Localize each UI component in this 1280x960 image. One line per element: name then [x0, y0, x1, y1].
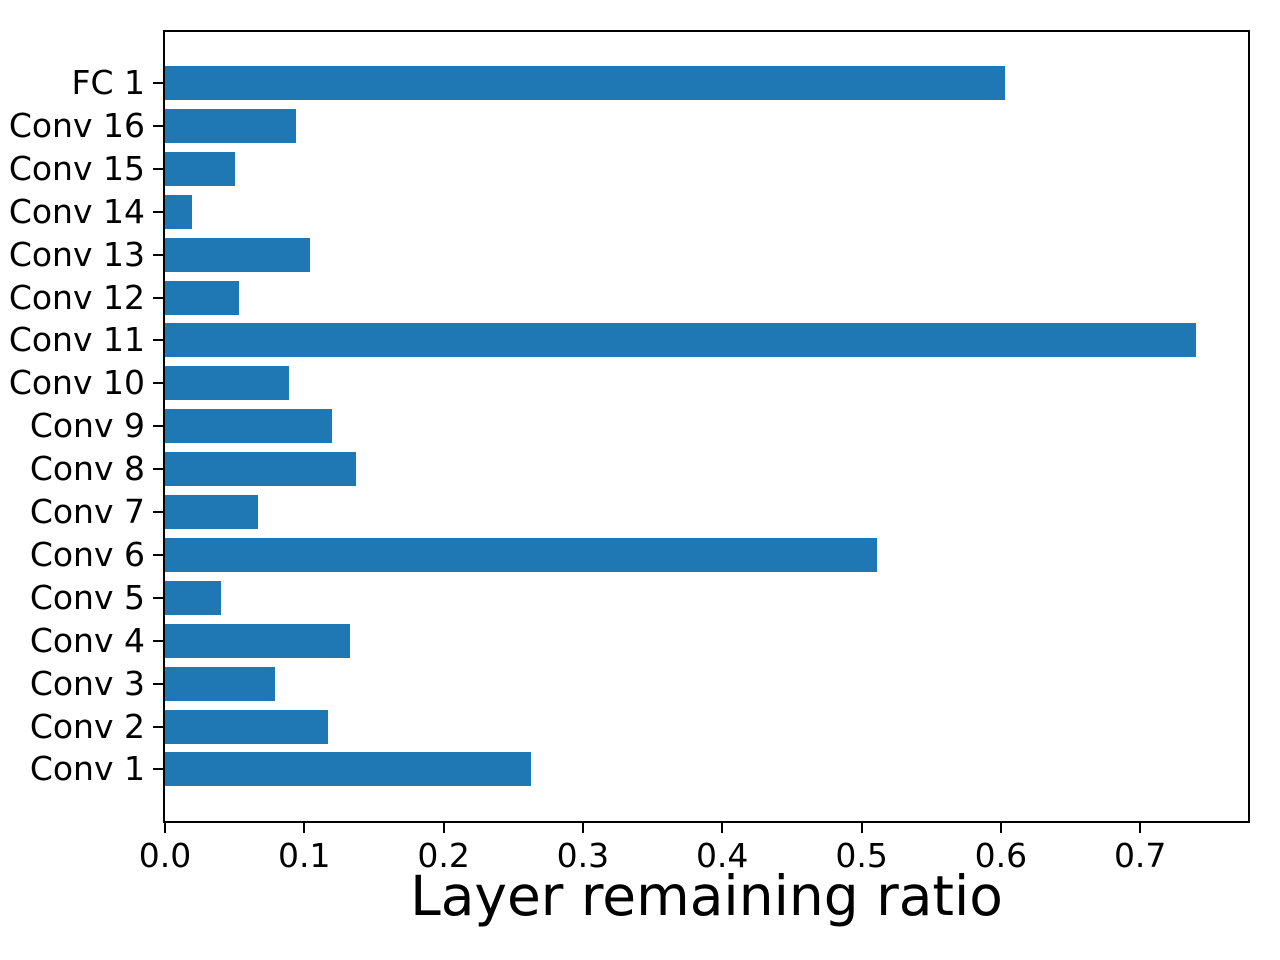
y-tick-label: Conv 7 — [29, 492, 145, 531]
bar-conv-15 — [165, 151, 235, 186]
y-tick-label: Conv 6 — [29, 534, 145, 574]
y-tick-label: Conv 2 — [29, 706, 145, 746]
y-tick — [153, 167, 163, 170]
x-tick — [442, 823, 445, 833]
x-tick — [303, 823, 306, 833]
y-tick — [153, 596, 163, 599]
bar-conv-10 — [165, 366, 289, 401]
bar-conv-2 — [165, 709, 328, 744]
y-tick-label: Conv 3 — [29, 663, 145, 703]
y-tick — [153, 82, 163, 84]
y-tick — [153, 253, 163, 256]
y-tick-label: Conv 4 — [29, 620, 145, 660]
y-tick — [153, 425, 163, 428]
x-tick — [164, 823, 166, 833]
bar-conv-1 — [165, 752, 532, 787]
x-tick-label: 0.3 — [556, 836, 610, 875]
x-tick-label: 0.1 — [278, 836, 331, 875]
y-tick — [153, 382, 163, 385]
x-tick-label: 0.6 — [974, 836, 1028, 875]
bar-conv-8 — [165, 452, 356, 487]
bar-conv-3 — [165, 666, 276, 701]
bar-conv-11 — [165, 323, 1196, 358]
bar-conv-13 — [165, 237, 310, 272]
x-axis-title: Layer remaining ratio — [410, 864, 1003, 928]
y-tick-label: Conv 9 — [29, 406, 145, 446]
y-tick-label: Conv 15 — [8, 148, 145, 188]
y-tick-label: Conv 14 — [8, 191, 145, 231]
x-tick — [860, 823, 863, 833]
y-tick-label: FC 1 — [71, 63, 145, 102]
y-tick-label: Conv 11 — [8, 320, 145, 360]
x-tick-label: 0.7 — [1113, 836, 1167, 875]
y-tick — [153, 339, 163, 342]
y-tick — [153, 768, 163, 771]
y-tick — [153, 468, 163, 471]
bar-conv-16 — [165, 108, 296, 143]
bar-conv-9 — [165, 409, 333, 444]
bar-conv-6 — [165, 537, 877, 572]
x-tick-label: 0.4 — [695, 836, 749, 875]
y-tick-label: Conv 12 — [8, 277, 145, 317]
y-tick — [153, 682, 163, 685]
y-tick-label: Conv 8 — [29, 449, 145, 489]
y-tick-label: Conv 5 — [29, 577, 145, 617]
x-tick — [581, 823, 584, 833]
bar-conv-4 — [165, 623, 351, 658]
x-tick-label: 0.2 — [417, 836, 470, 875]
y-tick — [153, 553, 163, 556]
y-tick — [153, 725, 163, 728]
y-tick — [153, 124, 163, 127]
bar-conv-14 — [165, 194, 192, 229]
bar-conv-12 — [165, 280, 239, 315]
y-tick-label: Conv 16 — [8, 105, 145, 145]
x-tick-label: 0.0 — [138, 836, 192, 875]
x-tick — [721, 823, 724, 833]
y-tick-label: Conv 10 — [8, 363, 145, 403]
y-tick — [153, 511, 163, 513]
y-tick-label: Conv 1 — [29, 749, 145, 789]
y-tick — [153, 296, 163, 299]
y-tick — [153, 639, 163, 642]
y-tick-label: Conv 13 — [8, 234, 145, 274]
y-tick — [153, 210, 163, 213]
bar-fc-1 — [165, 66, 1005, 100]
x-tick — [1139, 823, 1142, 833]
bar-conv-5 — [165, 580, 221, 615]
x-tick — [999, 823, 1002, 833]
x-tick-label: 0.5 — [835, 836, 888, 875]
bar-conv-7 — [165, 495, 259, 529]
